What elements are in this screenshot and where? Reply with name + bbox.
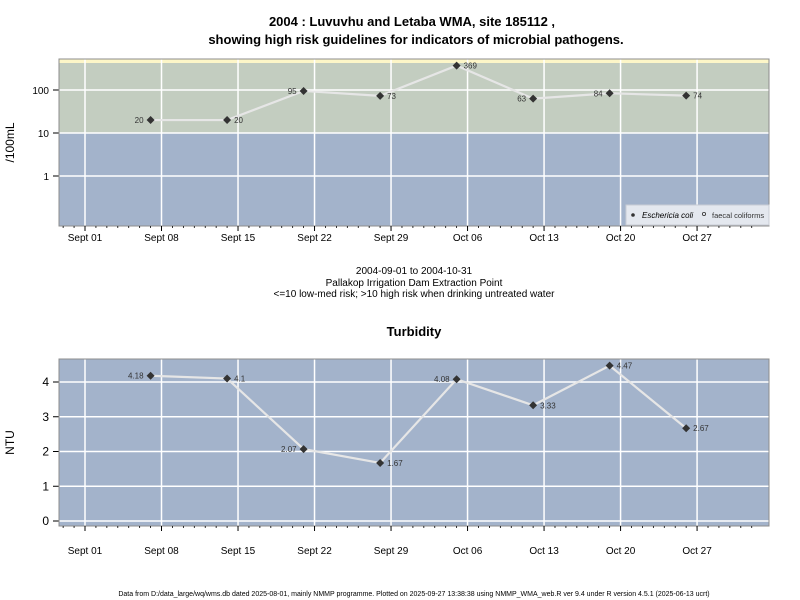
footer-note: Data from D:/data_large/wq/wms.db dated … bbox=[118, 591, 709, 598]
x-tick-label: Sept 29 bbox=[374, 233, 409, 244]
plot-background bbox=[59, 359, 769, 526]
x-tick-label: Sept 01 bbox=[68, 233, 103, 244]
data-label: 20 bbox=[234, 116, 243, 125]
data-point bbox=[529, 94, 538, 103]
x-tick-label: Sept 22 bbox=[297, 233, 332, 244]
data-point bbox=[376, 91, 385, 100]
location-caption: Pallakop Irrigation Dam Extraction Point bbox=[326, 278, 503, 289]
data-label: 84 bbox=[594, 89, 603, 98]
y-tick-label: 3 bbox=[42, 410, 49, 424]
series-line bbox=[150, 64, 687, 122]
data-label: 1.67 bbox=[387, 459, 403, 468]
y-tick-label: 1 bbox=[43, 172, 49, 183]
data-point bbox=[299, 445, 308, 454]
x-tick-label: Oct 06 bbox=[453, 546, 483, 557]
data-label: 74 bbox=[693, 92, 702, 101]
x-tick-label: Sept 15 bbox=[221, 233, 256, 244]
legend-ecoli-label: Eschericia coli bbox=[642, 211, 693, 220]
y-tick-label: 1 bbox=[42, 479, 49, 493]
data-point bbox=[529, 401, 538, 410]
data-point bbox=[452, 61, 461, 70]
data-point bbox=[605, 361, 614, 370]
x-tick-label: Oct 27 bbox=[682, 233, 712, 244]
data-point bbox=[223, 116, 232, 125]
legend-box bbox=[625, 204, 770, 226]
data-point bbox=[146, 116, 155, 125]
main-title-line1: 2004 : Luvuvhu and Letaba WMA, site 1851… bbox=[269, 14, 555, 29]
data-point bbox=[682, 91, 691, 100]
x-tick-label: Sept 08 bbox=[144, 546, 179, 557]
data-label: 369 bbox=[464, 62, 478, 71]
data-label: 2.07 bbox=[281, 445, 297, 454]
turbidity-panel: 0 1 2 3 4 Sept 01 Sept 08 Sept 15 Sept 22 Sept 29… bbox=[3, 358, 770, 557]
date-range-caption: 2004-09-01 to 2004-10-31 bbox=[356, 266, 473, 277]
y-tick-label: 0 bbox=[42, 514, 49, 528]
series-line bbox=[150, 364, 687, 465]
data-point bbox=[605, 89, 614, 98]
data-point bbox=[682, 424, 691, 433]
data-point bbox=[376, 458, 385, 467]
high-risk-zone bbox=[59, 59, 769, 133]
y-axis-label: /100mL bbox=[3, 122, 17, 162]
legend-faecal-label: faecal coliforms bbox=[712, 211, 764, 220]
data-point bbox=[452, 375, 461, 384]
y-tick-label: 100 bbox=[32, 86, 49, 97]
x-tick-label: Sept 08 bbox=[144, 233, 179, 244]
y-tick-label: 10 bbox=[38, 129, 50, 140]
top-band bbox=[59, 59, 769, 63]
y-tick-label: 2 bbox=[42, 445, 49, 459]
data-label: 3.33 bbox=[540, 401, 556, 410]
x-tick-label: Sept 22 bbox=[297, 546, 332, 557]
plot-frame bbox=[58, 358, 770, 527]
data-label: 20 bbox=[135, 116, 144, 125]
x-tick-label: Oct 20 bbox=[606, 233, 636, 244]
data-point bbox=[223, 374, 232, 383]
x-tick-label: Sept 29 bbox=[374, 546, 409, 557]
x-tick-label: Oct 13 bbox=[529, 546, 559, 557]
y-axis-label: NTU bbox=[3, 430, 17, 455]
x-tick-label: Oct 27 bbox=[682, 546, 712, 557]
legend-ecoli-marker bbox=[631, 213, 635, 217]
data-point bbox=[146, 371, 155, 380]
data-label: 4.1 bbox=[234, 375, 246, 384]
data-label: 4.18 bbox=[128, 372, 144, 381]
legend-faecal-marker bbox=[702, 211, 707, 216]
y-tick-label: 4 bbox=[42, 375, 49, 389]
data-label: 2.67 bbox=[693, 424, 709, 433]
x-tick-label: Oct 20 bbox=[606, 546, 636, 557]
risk-note-caption: <=10 low-med risk; >10 high risk when dr… bbox=[274, 289, 556, 300]
turbidity-title: Turbidity bbox=[387, 324, 442, 339]
data-label: 4.47 bbox=[617, 362, 633, 371]
main-title-line2: showing high risk guidelines for indicat… bbox=[208, 32, 623, 47]
data-label: 73 bbox=[387, 92, 396, 101]
ecoli-panel: 1 10 100 Sept 01 Sept 08 Sept 15 Sept 22 Sept 2… bbox=[3, 58, 770, 244]
x-tick-label: Oct 06 bbox=[453, 233, 483, 244]
x-tick-label: Oct 13 bbox=[529, 233, 559, 244]
plot-frame bbox=[58, 58, 770, 227]
x-tick-label: Sept 01 bbox=[68, 546, 103, 557]
x-tick-label: Sept 15 bbox=[221, 546, 256, 557]
data-point bbox=[299, 86, 308, 95]
data-label: 4.08 bbox=[434, 375, 450, 384]
data-label: 63 bbox=[517, 95, 526, 104]
data-label: 95 bbox=[288, 87, 297, 96]
